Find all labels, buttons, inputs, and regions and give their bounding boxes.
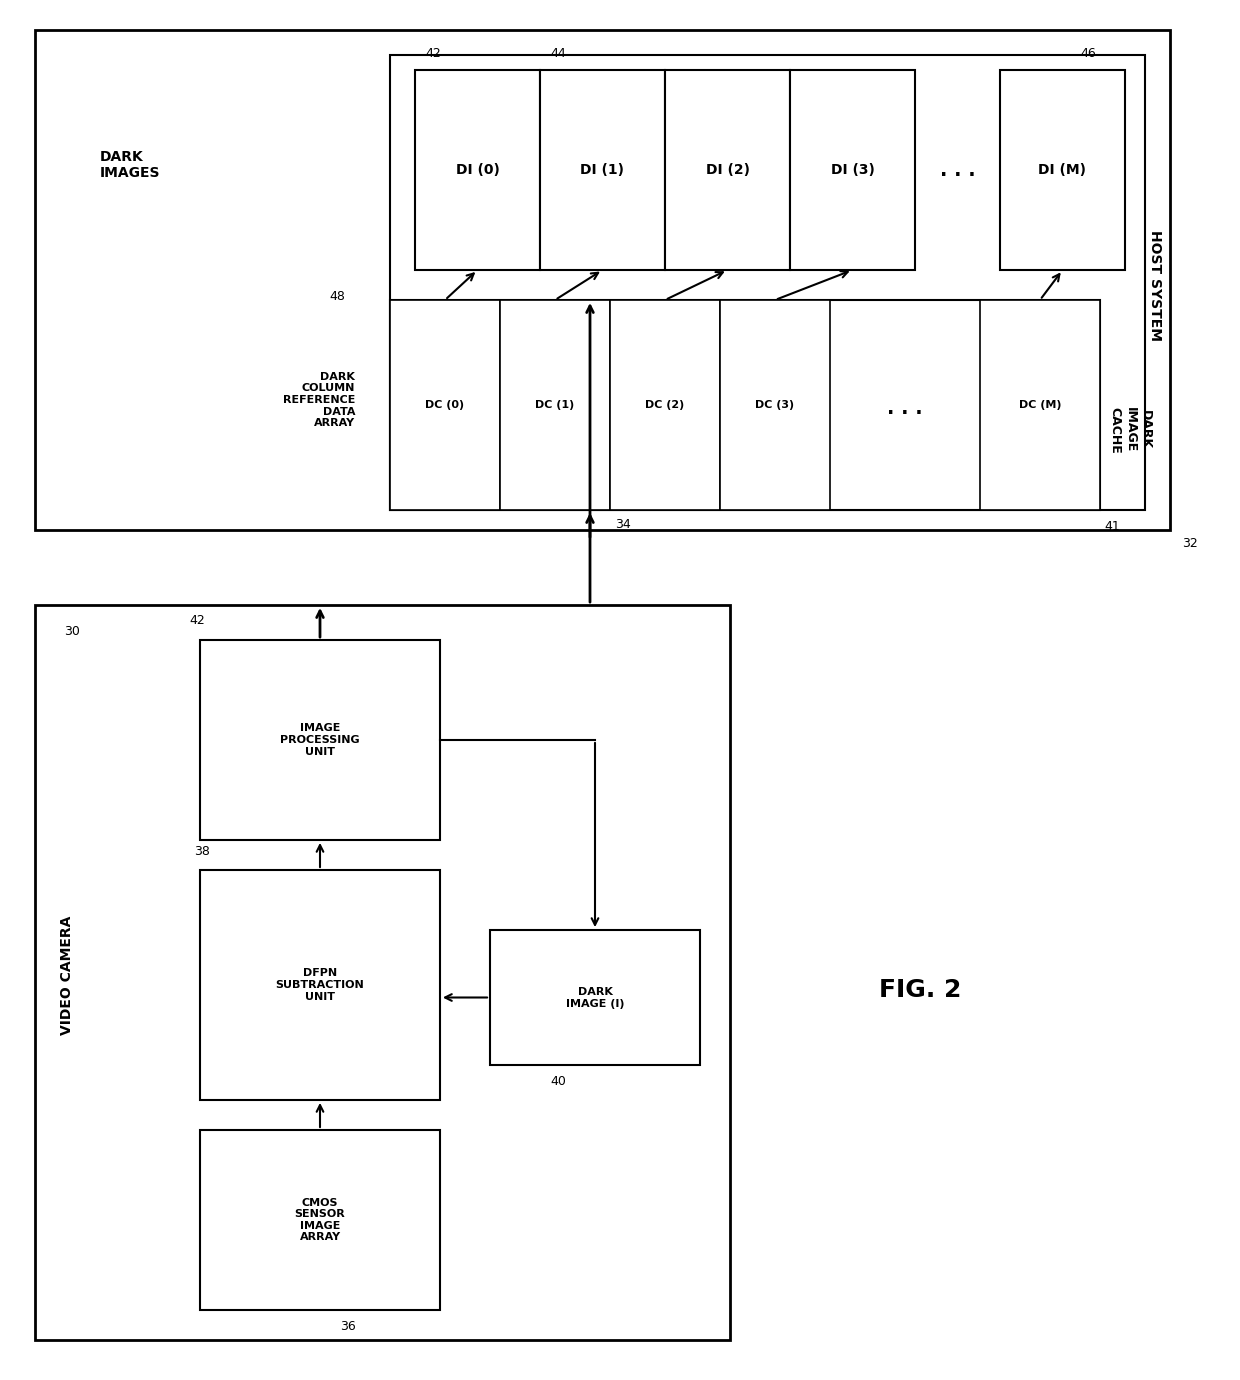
Text: FIG. 2: FIG. 2 bbox=[879, 978, 961, 1002]
Text: 41: 41 bbox=[1105, 520, 1120, 533]
Text: DC (M): DC (M) bbox=[1019, 400, 1061, 410]
Bar bbox=[999, 70, 1125, 270]
Text: 32: 32 bbox=[1182, 537, 1198, 551]
Text: DC (0): DC (0) bbox=[425, 400, 465, 410]
Bar bbox=[490, 930, 701, 1065]
Text: 36: 36 bbox=[340, 1321, 356, 1333]
Text: 42: 42 bbox=[425, 47, 440, 59]
Bar bbox=[539, 70, 665, 270]
Text: DI (1): DI (1) bbox=[580, 163, 625, 177]
Text: 48: 48 bbox=[329, 290, 345, 304]
Bar bbox=[200, 869, 440, 1100]
Text: DFPN
SUBTRACTION
UNIT: DFPN SUBTRACTION UNIT bbox=[275, 969, 365, 1002]
Text: 38: 38 bbox=[195, 845, 210, 858]
Text: DC (2): DC (2) bbox=[645, 400, 684, 410]
Bar bbox=[980, 299, 1100, 511]
Bar bbox=[200, 640, 440, 840]
Text: DC (3): DC (3) bbox=[755, 400, 795, 410]
Bar bbox=[610, 299, 720, 511]
Bar bbox=[391, 299, 1100, 511]
Text: . . .: . . . bbox=[940, 160, 976, 179]
Bar bbox=[790, 70, 915, 270]
Bar bbox=[391, 55, 1145, 511]
Text: 46: 46 bbox=[1080, 47, 1096, 59]
Text: CMOS
SENSOR
IMAGE
ARRAY: CMOS SENSOR IMAGE ARRAY bbox=[295, 1198, 346, 1242]
Text: IMAGE
PROCESSING
UNIT: IMAGE PROCESSING UNIT bbox=[280, 723, 360, 756]
Text: DI (3): DI (3) bbox=[831, 163, 874, 177]
Text: DARK
IMAGE (I): DARK IMAGE (I) bbox=[565, 987, 624, 1009]
Bar bbox=[665, 70, 790, 270]
Text: DARK
IMAGES: DARK IMAGES bbox=[100, 150, 160, 181]
Bar bbox=[720, 299, 830, 511]
Text: DC (1): DC (1) bbox=[536, 400, 574, 410]
Bar bbox=[415, 70, 539, 270]
Text: DI (2): DI (2) bbox=[706, 163, 749, 177]
Text: VIDEO CAMERA: VIDEO CAMERA bbox=[60, 915, 74, 1035]
Text: 40: 40 bbox=[551, 1075, 565, 1087]
Bar bbox=[391, 299, 500, 511]
Bar bbox=[200, 1130, 440, 1310]
Text: . . .: . . . bbox=[887, 399, 923, 418]
Text: 42: 42 bbox=[190, 614, 205, 627]
Text: 44: 44 bbox=[551, 47, 565, 59]
Text: DI (M): DI (M) bbox=[1039, 163, 1086, 177]
Text: DARK
COLUMN
REFERENCE
DATA
ARRAY: DARK COLUMN REFERENCE DATA ARRAY bbox=[283, 371, 355, 428]
Bar bbox=[500, 299, 610, 511]
Text: HOST SYSTEM: HOST SYSTEM bbox=[1148, 229, 1162, 341]
Text: 34: 34 bbox=[615, 519, 631, 531]
Bar bbox=[35, 30, 1171, 530]
Text: DI (0): DI (0) bbox=[455, 163, 500, 177]
Text: DARK
IMAGE
CACHE: DARK IMAGE CACHE bbox=[1109, 407, 1152, 454]
Text: 30: 30 bbox=[64, 625, 81, 638]
Bar bbox=[35, 604, 730, 1340]
